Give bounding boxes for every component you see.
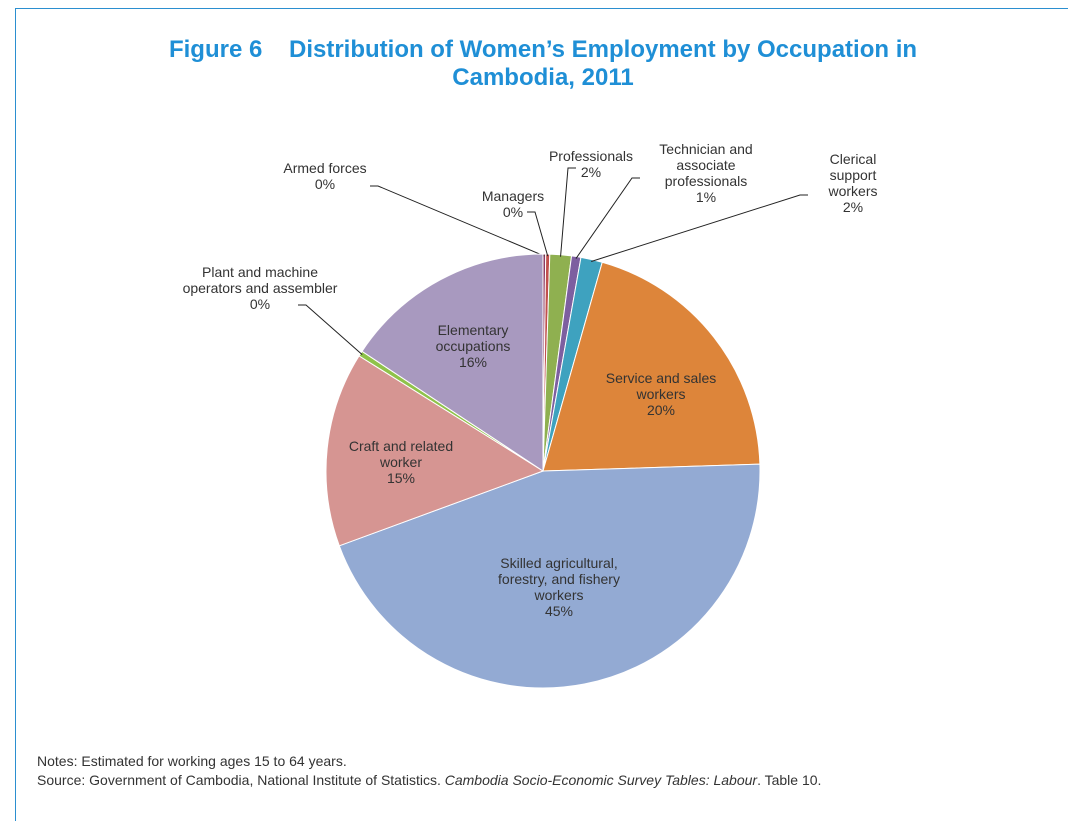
category-label: Skilled agricultural, forestry, and fish…: [498, 555, 620, 603]
category-label: Professionals: [548, 148, 634, 164]
category-label: Service and sales workers: [605, 370, 717, 402]
category-label: Managers: [481, 188, 545, 204]
slice-label: Skilled agricultural, forestry, and fish…: [474, 555, 644, 619]
category-label: Elementary occupations: [435, 322, 511, 354]
value-label: 45%: [544, 603, 574, 619]
chart-title: Figure 6 Distribution of Women’s Employm…: [168, 36, 924, 91]
category-label: Plant and machine operators and assemble…: [182, 264, 338, 296]
leader-line: [575, 177, 640, 259]
pie-slice: [325, 355, 545, 547]
slice-label: Service and sales workers 20%: [586, 370, 736, 418]
leader-line: [591, 194, 808, 262]
leader-line: [527, 211, 549, 257]
slice-label: Plant and machine operators and assemble…: [180, 264, 340, 312]
note: Notes: Estimated for working ages 15 to …: [37, 753, 347, 769]
pie-slice: [361, 253, 544, 472]
value-label: 0%: [314, 176, 336, 192]
value-label: 20%: [646, 402, 676, 418]
leader-line: [370, 185, 545, 257]
pie-slice: [338, 463, 761, 689]
value-label: 16%: [458, 354, 488, 370]
slice-label: Professionals 2%: [536, 148, 646, 180]
value-label: 0%: [249, 296, 271, 312]
pie-slice: [542, 261, 761, 472]
source-title: Cambodia Socio-Economic Survey Tables: L…: [444, 772, 758, 788]
frame: [15, 8, 1068, 821]
leader-line: [298, 304, 363, 356]
category-label: Technician and associate professionals: [659, 141, 753, 189]
category-label: Armed forces: [283, 160, 367, 176]
slice-label: Armed forces 0%: [260, 160, 390, 192]
source: Source: Government of Cambodia, National…: [37, 771, 821, 790]
leader-line: [560, 167, 576, 257]
value-label: 15%: [386, 470, 416, 486]
slice-label: Craft and related worker 15%: [336, 438, 466, 486]
value-label: 2%: [580, 164, 602, 180]
slice-label: Technician and associate professionals 1%: [646, 141, 766, 205]
slice-label: Elementary occupations 16%: [418, 322, 528, 370]
slice-label: Clerical support workers 2%: [813, 151, 893, 215]
notes: Notes: Estimated for working ages 15 to …: [37, 752, 821, 790]
value-label: 1%: [695, 189, 717, 205]
slice-label: Managers 0%: [468, 188, 558, 220]
source-text: . Table 10.: [757, 772, 822, 788]
source-text: Source: Government of Cambodia, National…: [37, 772, 445, 788]
value-label: 0%: [502, 204, 524, 220]
category-label: Clerical support workers: [828, 151, 878, 199]
category-label: Craft and related worker: [348, 438, 454, 470]
value-label: 2%: [842, 199, 864, 215]
